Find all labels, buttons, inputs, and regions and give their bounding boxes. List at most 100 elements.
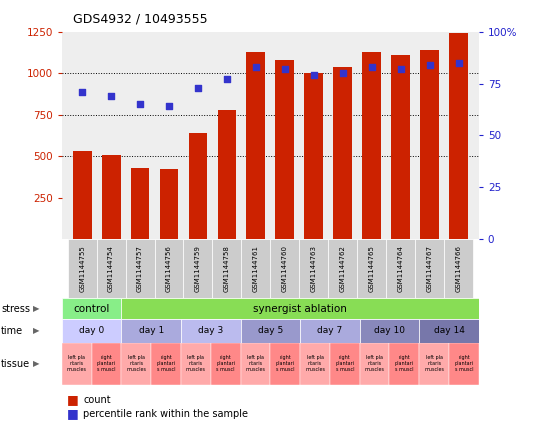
Text: GSM1144760: GSM1144760 xyxy=(282,245,288,292)
Text: GSM1144764: GSM1144764 xyxy=(398,245,404,292)
Text: ■: ■ xyxy=(67,407,79,420)
Bar xyxy=(122,298,479,319)
Point xyxy=(252,63,260,70)
Bar xyxy=(444,239,473,298)
Bar xyxy=(73,151,91,239)
Bar xyxy=(122,319,181,343)
Point xyxy=(136,101,144,108)
Text: day 10: day 10 xyxy=(374,327,405,335)
Bar xyxy=(360,343,390,385)
Point xyxy=(280,66,289,72)
Bar xyxy=(415,239,444,298)
Point xyxy=(223,76,231,83)
Bar xyxy=(275,60,294,239)
Bar xyxy=(328,239,357,298)
Text: right
plantari
s muscl: right plantari s muscl xyxy=(335,355,355,372)
Text: GDS4932 / 10493555: GDS4932 / 10493555 xyxy=(73,13,207,26)
Point xyxy=(309,72,318,79)
Bar xyxy=(391,55,410,239)
Point xyxy=(397,66,405,72)
Text: left pla
ntaris
muscles: left pla ntaris muscles xyxy=(305,355,325,372)
Text: control: control xyxy=(74,304,110,314)
Bar xyxy=(62,298,122,319)
Text: ■: ■ xyxy=(67,393,79,406)
Bar xyxy=(330,343,360,385)
Bar xyxy=(449,343,479,385)
Text: left pla
ntaris
muscles: left pla ntaris muscles xyxy=(186,355,206,372)
Text: right
plantari
s muscl: right plantari s muscl xyxy=(455,355,473,372)
Bar xyxy=(242,239,270,298)
Point xyxy=(107,93,115,99)
Bar xyxy=(240,319,300,343)
Bar xyxy=(334,66,352,239)
Text: time: time xyxy=(1,326,23,336)
Bar xyxy=(131,168,150,239)
Bar xyxy=(271,239,299,298)
Bar xyxy=(271,343,300,385)
Text: GSM1144766: GSM1144766 xyxy=(456,245,462,292)
Bar xyxy=(68,239,97,298)
Bar xyxy=(360,319,419,343)
Point xyxy=(338,70,347,77)
Text: left pla
ntaris
muscles: left pla ntaris muscles xyxy=(245,355,265,372)
Bar xyxy=(357,239,386,298)
Text: ▶: ▶ xyxy=(33,327,40,335)
Text: GSM1144759: GSM1144759 xyxy=(195,245,201,292)
Point xyxy=(367,63,376,70)
Text: GSM1144762: GSM1144762 xyxy=(339,245,346,292)
Text: right
plantari
s muscl: right plantari s muscl xyxy=(97,355,116,372)
Bar xyxy=(299,239,328,298)
Text: day 7: day 7 xyxy=(317,327,343,335)
Text: stress: stress xyxy=(1,304,30,314)
Text: day 0: day 0 xyxy=(79,327,104,335)
Bar xyxy=(390,343,419,385)
Bar xyxy=(420,50,439,239)
Text: day 3: day 3 xyxy=(198,327,223,335)
Text: GSM1144763: GSM1144763 xyxy=(311,245,317,292)
Text: day 1: day 1 xyxy=(139,327,164,335)
Bar xyxy=(419,343,449,385)
Text: day 5: day 5 xyxy=(258,327,283,335)
Text: GSM1144767: GSM1144767 xyxy=(427,245,433,292)
Bar xyxy=(181,319,240,343)
Bar xyxy=(300,343,330,385)
Bar xyxy=(213,239,242,298)
Text: GSM1144754: GSM1144754 xyxy=(108,245,114,292)
Point xyxy=(78,88,87,95)
Bar xyxy=(188,133,207,239)
Bar xyxy=(91,343,122,385)
Text: GSM1144758: GSM1144758 xyxy=(224,245,230,292)
Text: ▶: ▶ xyxy=(33,304,40,313)
Text: tissue: tissue xyxy=(1,359,30,369)
Bar xyxy=(211,343,240,385)
Text: GSM1144765: GSM1144765 xyxy=(369,245,374,292)
Text: synergist ablation: synergist ablation xyxy=(253,304,347,314)
Text: day 14: day 14 xyxy=(434,327,464,335)
Bar xyxy=(300,319,360,343)
Text: GSM1144757: GSM1144757 xyxy=(137,245,143,292)
Bar xyxy=(125,239,154,298)
Bar xyxy=(160,169,179,239)
Text: ▶: ▶ xyxy=(33,359,40,368)
Point xyxy=(426,61,434,68)
Text: count: count xyxy=(83,395,111,405)
Bar xyxy=(305,73,323,239)
Point xyxy=(165,103,173,110)
Text: left pla
ntaris
muscles: left pla ntaris muscles xyxy=(67,355,87,372)
Bar xyxy=(154,239,183,298)
Text: GSM1144756: GSM1144756 xyxy=(166,245,172,292)
Point xyxy=(194,84,202,91)
Text: left pla
ntaris
muscles: left pla ntaris muscles xyxy=(424,355,444,372)
Bar xyxy=(449,33,468,239)
Text: right
plantari
s muscl: right plantari s muscl xyxy=(395,355,414,372)
Bar xyxy=(246,52,265,239)
Text: right
plantari
s muscl: right plantari s muscl xyxy=(216,355,235,372)
Text: right
plantari
s muscl: right plantari s muscl xyxy=(157,355,176,372)
Bar xyxy=(183,239,213,298)
Point xyxy=(454,59,463,66)
Text: left pla
ntaris
muscles: left pla ntaris muscles xyxy=(365,355,385,372)
Bar xyxy=(419,319,479,343)
Text: GSM1144755: GSM1144755 xyxy=(79,245,85,292)
Bar xyxy=(181,343,211,385)
Bar xyxy=(386,239,415,298)
